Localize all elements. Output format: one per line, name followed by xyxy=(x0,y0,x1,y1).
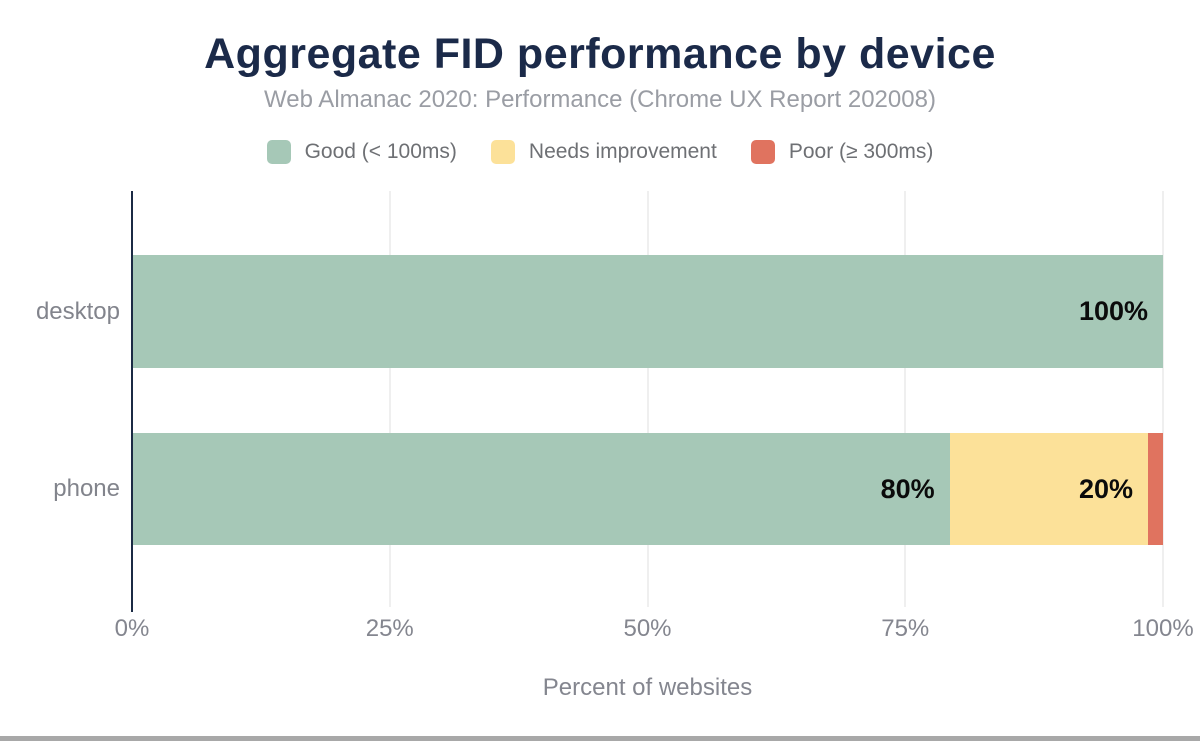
chart-subtitle: Web Almanac 2020: Performance (Chrome UX… xyxy=(264,86,936,113)
gridline-75% xyxy=(904,191,907,607)
legend-label: Needs improvement xyxy=(528,140,717,163)
legend-swatch-icon xyxy=(750,140,775,164)
x-axis-title: Percent of websites xyxy=(542,674,753,701)
gridline-100% xyxy=(1162,191,1164,607)
x-tick-label-75%: 75% xyxy=(881,615,930,642)
legend-item-1: Needs improvement xyxy=(490,140,717,164)
legend-label: Good (< 100ms) xyxy=(304,140,457,163)
gridline-50% xyxy=(646,191,649,607)
plot-area: 100% 80% 20% xyxy=(132,191,1164,607)
legend-item-2: Poor (≥ 300ms) xyxy=(750,140,934,164)
x-tick-label-50%: 50% xyxy=(623,615,672,642)
x-tick-label-0%: 0% xyxy=(114,615,150,642)
bar-segment-desktop-0: 100% xyxy=(132,255,1163,368)
bar-value-label: 100% xyxy=(1078,296,1148,326)
chart-title: Aggregate FID performance by device xyxy=(204,30,996,78)
y-axis-label-desktop: desktop xyxy=(35,297,120,325)
bar-row-phone: 80% 20% xyxy=(132,433,1163,545)
legend-swatch-icon xyxy=(490,140,515,164)
legend-item-0: Good (< 100ms) xyxy=(266,140,457,164)
legend-swatch-icon xyxy=(266,140,291,164)
bar-value-label: 20% xyxy=(1078,473,1133,504)
bar-segment-phone-0: 80% xyxy=(132,433,950,545)
y-axis-label-phone: phone xyxy=(53,475,120,502)
bar-row-desktop: 100% xyxy=(132,255,1163,368)
bar-segment-phone-1: 20% xyxy=(949,433,1148,545)
bar-segment-phone-2 xyxy=(1148,433,1163,545)
x-tick-label-100%: 100% xyxy=(1132,615,1194,642)
bottom-divider xyxy=(0,736,1200,741)
gridline-25% xyxy=(388,191,391,607)
bar-value-label: 80% xyxy=(880,473,935,504)
x-tick-label-25%: 25% xyxy=(365,615,414,642)
y-axis-line xyxy=(131,191,133,612)
chart-legend: Good (< 100ms) Needs improvement Poor (≥ 3… xyxy=(0,140,1200,164)
legend-label: Poor (≥ 300ms) xyxy=(788,140,934,163)
